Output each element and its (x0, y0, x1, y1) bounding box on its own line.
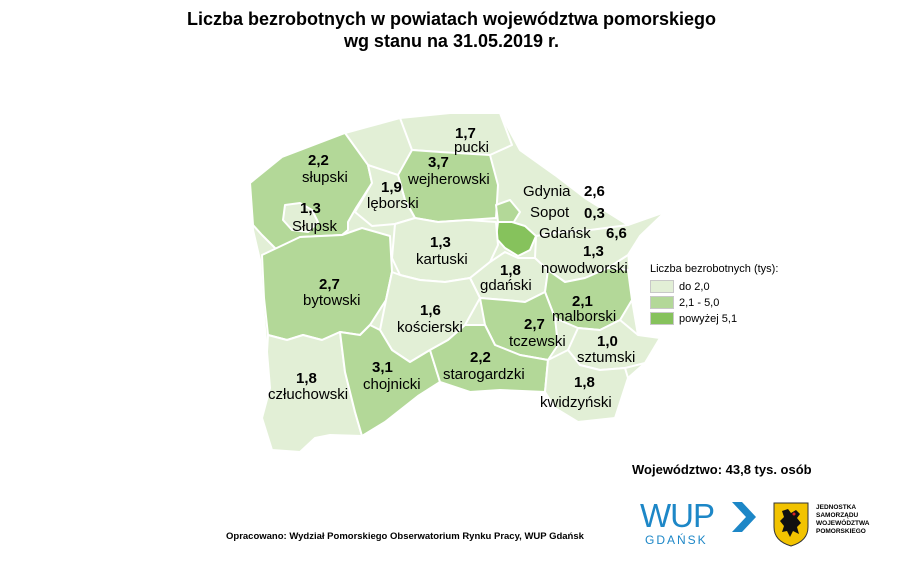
legend-item: 2,1 - 5,0 (650, 295, 778, 310)
chevron-right-icon (732, 502, 756, 532)
label-gdansk: Gdańsk (539, 225, 591, 242)
wup-logo-text: WUP (640, 497, 715, 534)
value-czluchowski: 1,8 (296, 370, 317, 387)
value-kartuski: 1,3 (430, 234, 451, 251)
region-logo-text: JEDNOSTKA SAMORZĄDU WOJEWÓDZTWA POMORSKI… (816, 504, 869, 536)
region-logo-line-2: SAMORZĄDU (816, 512, 859, 519)
legend-swatch-low (650, 280, 674, 293)
voivodeship-total: Województwo: 43,8 tys. osób (632, 462, 812, 477)
map-legend: Liczba bezrobotnych (tys): do 2,0 2,1 - … (650, 263, 778, 327)
label-kwidzynski: kwidzyński (540, 394, 612, 411)
title-line-2: wg stanu na 31.05.2019 r. (343, 31, 560, 51)
region-gdansk (495, 221, 537, 257)
value-chojnicki: 3,1 (372, 359, 393, 376)
label-bytowski: bytowski (303, 292, 361, 309)
value-gdynia: 2,6 (584, 183, 605, 200)
label-malborski: malborski (552, 308, 616, 325)
region-slupski (249, 132, 373, 254)
map-title: Liczba bezrobotnych w powiatach wojewódz… (0, 8, 903, 52)
label-pucki: pucki (454, 139, 489, 156)
value-sztumski: 1,0 (597, 333, 618, 350)
legend-item: powyżej 5,1 (650, 311, 778, 326)
value-bytowski: 2,7 (319, 276, 340, 293)
value-slupski: 2,2 (308, 152, 329, 169)
value-sopot: 0,3 (584, 205, 605, 222)
value-koscierski: 1,6 (420, 302, 441, 319)
region-kwidzynski (544, 349, 629, 423)
label-starogardzki: starogardzki (443, 366, 525, 383)
region-logo-line-1: JEDNOSTKA (816, 504, 857, 511)
value-wejherowski: 3,7 (428, 154, 449, 171)
legend-swatch-high (650, 312, 674, 325)
region-starogardzki (429, 324, 549, 393)
value-gdanski: 1,8 (500, 262, 521, 279)
label-slupski: słupski (302, 169, 348, 186)
legend-label-low: do 2,0 (679, 280, 710, 293)
source-note: Opracowano: Wydział Pomorskiego Obserwat… (226, 531, 584, 542)
label-chojnicki: chojnicki (363, 376, 421, 393)
value-nowodworski: 1,3 (583, 243, 604, 260)
label-sopot: Sopot (530, 204, 570, 221)
value-kwidzynski: 1,8 (574, 374, 595, 391)
label-koscierski: kościerski (397, 319, 463, 336)
value-pucki: 1,7 (455, 125, 476, 142)
value-starogardzki: 2,2 (470, 349, 491, 366)
value-slupsk: 1,3 (300, 200, 321, 217)
region-gdynia (495, 199, 521, 226)
region-czluchowski (261, 331, 363, 453)
label-tczewski: tczewski (509, 333, 566, 350)
title-line-1: Liczba bezrobotnych w powiatach wojewódz… (186, 9, 717, 29)
value-gdansk: 6,6 (606, 225, 627, 242)
legend-item: do 2,0 (650, 279, 778, 294)
label-gdynia: Gdynia (523, 183, 571, 200)
legend-label-high: powyżej 5,1 (679, 312, 738, 325)
region-slupsk (282, 202, 319, 233)
legend-label-mid: 2,1 - 5,0 (679, 296, 720, 309)
value-leborski: 1,9 (381, 179, 402, 196)
wup-logo: WUP GDAŃSK (640, 498, 760, 548)
label-kartuski: kartuski (416, 251, 468, 268)
region-logo-line-4: POMORSKIEGO (816, 528, 866, 535)
wup-logo-subtitle: GDAŃSK (645, 533, 708, 547)
value-malborski: 2,1 (572, 293, 593, 310)
legend-title: Liczba bezrobotnych (tys): (650, 263, 779, 275)
label-gdanski: gdański (480, 277, 532, 294)
label-wejherowski: wejherowski (407, 171, 490, 188)
label-sztumski: sztumski (577, 349, 635, 366)
label-czluchowski: człuchowski (268, 386, 348, 403)
region-logo-line-3: WOJEWÓDZTWA (816, 520, 870, 527)
label-slupsk: Słupsk (292, 218, 338, 235)
label-nowodworski: nowodworski (541, 260, 628, 277)
label-leborski: lęborski (367, 195, 419, 212)
value-tczewski: 2,7 (524, 316, 545, 333)
griffin-crest-icon (773, 502, 809, 547)
legend-swatch-mid (650, 296, 674, 309)
